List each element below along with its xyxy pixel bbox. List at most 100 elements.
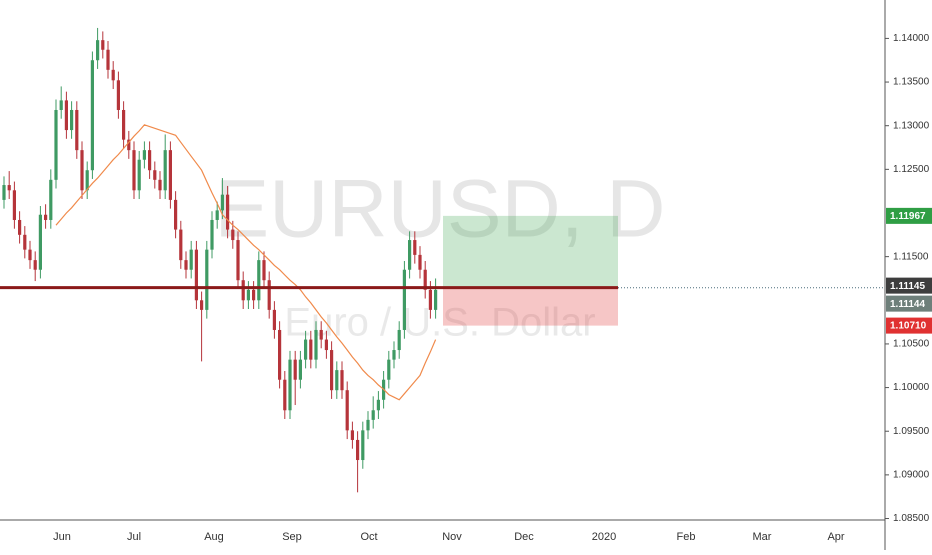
candle-body bbox=[168, 150, 172, 200]
candle-body bbox=[387, 359, 391, 380]
x-tick-label: Aug bbox=[204, 531, 224, 543]
x-tick-label: Mar bbox=[753, 531, 772, 543]
y-tick-label: 1.09000 bbox=[893, 470, 930, 481]
candle-body bbox=[189, 249, 193, 270]
last-price-label-bg bbox=[886, 295, 932, 312]
candle-body bbox=[267, 280, 271, 310]
target-price-label: 1.11967 bbox=[890, 211, 926, 222]
candle-body bbox=[298, 359, 302, 380]
candle-body bbox=[142, 150, 146, 160]
candle-body bbox=[397, 329, 401, 351]
candle-body bbox=[132, 150, 136, 191]
candle-body bbox=[70, 109, 74, 131]
candle-body bbox=[122, 109, 126, 140]
candle-body bbox=[174, 199, 178, 230]
candle-body bbox=[111, 69, 115, 81]
x-tick-label: Jul bbox=[127, 531, 141, 543]
y-tick-label: 1.10500 bbox=[893, 339, 930, 350]
candle-body bbox=[428, 289, 432, 310]
entry-price-label: 1.11145 bbox=[890, 281, 925, 292]
y-tick-label: 1.14000 bbox=[893, 33, 930, 44]
candle-body bbox=[350, 430, 354, 440]
candle-body bbox=[283, 379, 287, 411]
candle-body bbox=[80, 150, 84, 191]
candle-body bbox=[148, 150, 152, 171]
candle-body bbox=[49, 179, 53, 220]
candle-body bbox=[231, 229, 235, 241]
candle-body bbox=[288, 359, 292, 411]
candle-body bbox=[194, 249, 198, 301]
stop-zone bbox=[443, 287, 618, 326]
candle-body bbox=[304, 339, 308, 360]
x-tick-label: Dec bbox=[514, 531, 534, 543]
last-price-label: 1.11144 bbox=[890, 299, 925, 310]
x-tick-label: 2020 bbox=[592, 531, 616, 543]
candle-body bbox=[101, 40, 105, 50]
candle-body bbox=[241, 280, 245, 301]
entry-price-label-bg bbox=[886, 277, 932, 294]
target-price-label-bg bbox=[886, 207, 932, 224]
watermark-subtitle: Euro / U.S. Dollar bbox=[284, 301, 595, 345]
candle-body bbox=[418, 254, 422, 270]
candle-body bbox=[7, 185, 11, 191]
y-tick-label: 1.11500 bbox=[893, 251, 929, 262]
target-zone bbox=[443, 215, 618, 288]
candle-body bbox=[210, 219, 214, 250]
candle-body bbox=[23, 234, 27, 250]
candle-body bbox=[205, 249, 209, 310]
candle-body bbox=[402, 269, 406, 330]
candle-body bbox=[345, 390, 349, 431]
y-tick-label: 1.12500 bbox=[893, 164, 930, 175]
y-tick-label: 1.08500 bbox=[893, 513, 930, 524]
candle-body bbox=[392, 350, 396, 360]
candle-body bbox=[59, 100, 63, 110]
stop-price-label-bg bbox=[886, 317, 932, 334]
candle-body bbox=[356, 439, 360, 461]
candle-body bbox=[215, 210, 219, 220]
candle-body bbox=[200, 300, 204, 310]
stop-price-label: 1.10710 bbox=[890, 321, 927, 332]
y-tick-label: 1.13000 bbox=[893, 120, 930, 131]
candle-body bbox=[252, 289, 256, 301]
candle-body bbox=[246, 289, 250, 301]
candle-body bbox=[18, 219, 22, 235]
candle-body bbox=[64, 100, 68, 131]
candle-body bbox=[293, 359, 297, 380]
candle-body bbox=[90, 60, 94, 171]
candle-body bbox=[371, 410, 375, 420]
candle-body bbox=[220, 194, 224, 211]
candle-body bbox=[137, 159, 141, 191]
candle-body bbox=[272, 309, 276, 330]
candle-body bbox=[366, 419, 370, 431]
x-tick-label: Feb bbox=[677, 531, 696, 543]
candle-body bbox=[330, 350, 334, 391]
candle-body bbox=[434, 289, 438, 310]
candle-body bbox=[278, 329, 282, 380]
y-tick-label: 1.10000 bbox=[893, 382, 930, 393]
candle-body bbox=[340, 370, 344, 391]
candle-body bbox=[28, 249, 32, 261]
candle-body bbox=[179, 229, 183, 261]
candle-body bbox=[423, 269, 427, 290]
candle-body bbox=[44, 214, 48, 220]
candle-body bbox=[324, 339, 328, 351]
candle-body bbox=[335, 370, 339, 391]
x-tick-label: Jun bbox=[53, 531, 71, 543]
moving-average bbox=[55, 124, 437, 401]
candle-body bbox=[127, 139, 131, 151]
candle-body bbox=[106, 49, 110, 70]
candle-body bbox=[184, 260, 188, 270]
candle-body bbox=[158, 179, 162, 191]
candle-body bbox=[2, 185, 6, 200]
x-tick-label: Sep bbox=[282, 531, 302, 543]
candle-body bbox=[309, 339, 313, 360]
candle-body bbox=[33, 260, 37, 270]
x-tick-label: Oct bbox=[360, 531, 377, 543]
candle-body bbox=[54, 109, 58, 180]
x-tick-label: Apr bbox=[827, 531, 844, 543]
watermark: EURUSD, D bbox=[214, 164, 665, 255]
candle-body bbox=[153, 170, 157, 180]
candle-body bbox=[38, 214, 42, 270]
